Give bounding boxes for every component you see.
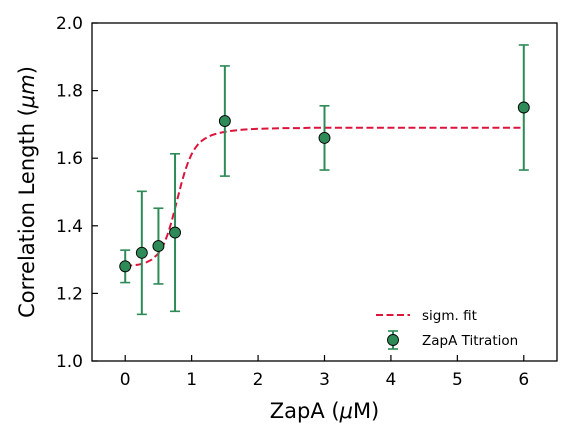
x-tick-label: 0	[120, 370, 131, 390]
legend-marker-swatch	[387, 334, 399, 346]
data-point	[517, 101, 530, 114]
y-tick-label: 2.0	[56, 14, 83, 34]
legend: sigm. fit ZapA Titration	[376, 308, 518, 350]
x-tick-label: 5	[452, 370, 463, 390]
x-axis-label: ZapA (μM)	[270, 399, 380, 423]
data-point	[152, 240, 165, 253]
marker-layer	[119, 101, 530, 273]
data-point	[119, 260, 132, 273]
plot-frame	[91, 22, 558, 362]
legend-fit-label: sigm. fit	[422, 308, 477, 324]
data-point	[218, 115, 231, 127]
y-axis-label: Correlation Length (μm)	[15, 66, 39, 318]
y-tick-label: 1.2	[56, 284, 83, 304]
x-tick-label: 3	[319, 370, 330, 390]
y-tick-label: 1.0	[56, 352, 83, 372]
y-tick-label: 1.6	[56, 149, 83, 169]
x-tick-label: 6	[518, 370, 529, 390]
data-point	[318, 131, 331, 144]
errorbar-layer	[120, 44, 529, 316]
tick-layer: 0 1 2 3 4 5 6 1.0 1.2 1.4 1.6 1.8 2.0	[56, 14, 529, 390]
x-tick-label: 2	[253, 370, 264, 390]
legend-data-label: ZapA Titration	[422, 333, 518, 349]
data-point	[135, 246, 148, 259]
y-tick-label: 1.8	[56, 82, 83, 102]
x-tick-label: 4	[386, 370, 397, 390]
y-tick-label: 1.4	[56, 217, 83, 237]
x-tick-label: 1	[186, 370, 197, 390]
data-point	[169, 226, 181, 239]
